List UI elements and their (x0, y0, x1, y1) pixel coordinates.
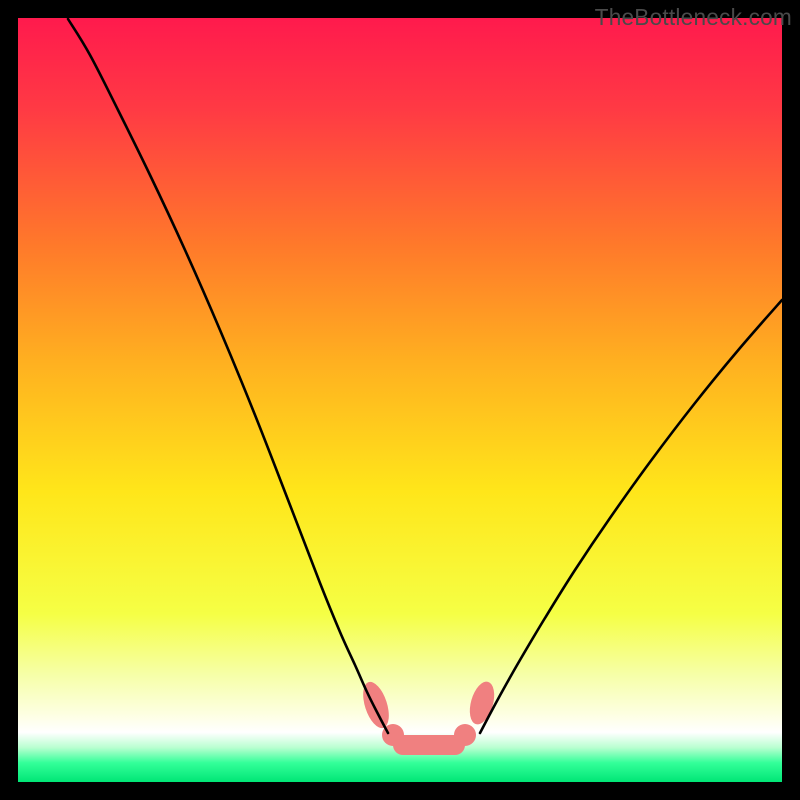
plot-gradient-background (18, 18, 782, 782)
attribution-watermark: TheBottleneck.com (595, 4, 792, 31)
chart-root: TheBottleneck.com (0, 0, 800, 800)
